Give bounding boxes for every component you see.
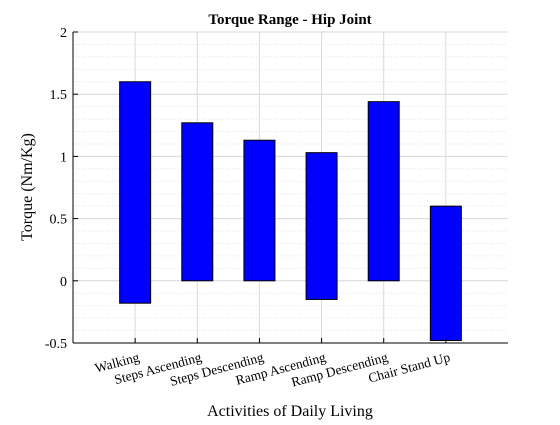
bars	[119, 81, 462, 342]
y-tick-label: 1	[60, 150, 67, 165]
bar-2	[243, 139, 276, 282]
bar-4	[367, 101, 400, 282]
bar-0	[119, 81, 152, 304]
chart-title: Torque Range - Hip Joint	[208, 12, 371, 28]
y-axis-label: Torque (Nm/Kg)	[19, 133, 36, 241]
axes	[72, 31, 508, 344]
y-tick-label: 2	[60, 26, 67, 41]
y-tick-label: -0.5	[45, 337, 67, 352]
x-axis-label: Activities of Daily Living	[207, 403, 373, 420]
bar-5	[429, 205, 462, 342]
y-tick-label: 0	[60, 275, 67, 290]
y-tick-label: 1.5	[50, 88, 68, 103]
y-tick-label: 0.5	[50, 213, 68, 228]
bar-3	[305, 152, 338, 300]
bar-1	[181, 122, 214, 282]
